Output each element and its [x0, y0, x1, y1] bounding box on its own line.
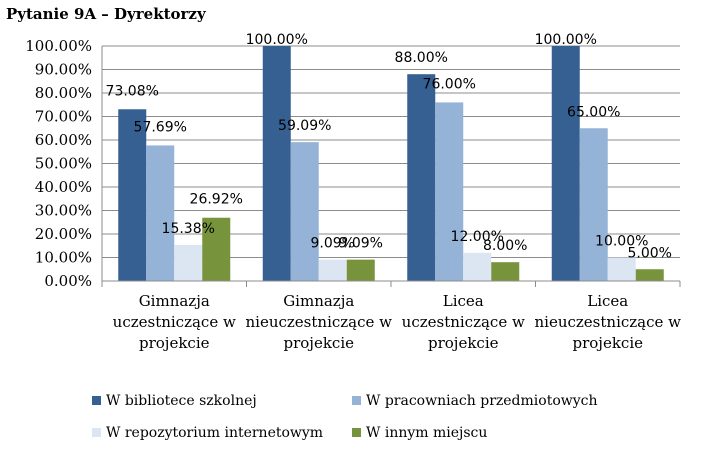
legend-label: W pracowniach przedmiotowych	[366, 393, 598, 409]
x-category-label: Gimnazja	[283, 292, 354, 310]
legend: W bibliotece szkolnej W pracowniach przed…	[92, 393, 598, 441]
bar	[290, 142, 319, 281]
data-label: 73.08%	[106, 83, 159, 99]
data-label: 10.00%	[595, 234, 648, 250]
bar	[579, 128, 608, 281]
x-category-label: Gimnazja	[139, 292, 210, 310]
legend-label: W innym miejscu	[366, 425, 487, 441]
bar	[407, 74, 436, 281]
bar	[635, 269, 664, 281]
y-tick-label: 70.00%	[35, 108, 92, 126]
x-category-label: uczestniczące w	[402, 313, 525, 331]
legend-swatch	[92, 428, 101, 437]
y-tick-label: 80.00%	[35, 84, 92, 102]
bar	[202, 217, 231, 281]
y-tick-label: 0.00%	[44, 272, 92, 290]
legend-label: W bibliotece szkolnej	[106, 393, 257, 409]
legend-swatch	[352, 396, 361, 405]
data-label: 12.00%	[451, 229, 504, 245]
data-label: 76.00%	[423, 76, 476, 92]
y-tick-label: 50.00%	[35, 155, 92, 173]
y-tick-label: 100.00%	[25, 37, 92, 55]
legend-label: W repozytorium internetowym	[106, 425, 323, 441]
bar	[551, 46, 580, 281]
bar	[607, 257, 636, 281]
y-tick-label: 90.00%	[35, 61, 92, 79]
x-category-label: projekcie	[573, 334, 644, 352]
y-axis: 0.00% 10.00% 20.00% 30.00% 40.00% 50.00% 60.00…	[25, 37, 103, 290]
x-category-label: uczestniczące w	[113, 313, 236, 331]
x-category-label: Licea	[443, 292, 484, 310]
x-category-label: nieuczestniczące w	[535, 313, 682, 331]
data-label: 8.00%	[483, 238, 527, 254]
legend-swatch	[352, 428, 361, 437]
data-label: 100.00%	[535, 32, 597, 48]
data-label: 88.00%	[395, 50, 448, 66]
y-tick-label: 20.00%	[35, 225, 92, 243]
y-tick-label: 10.00%	[35, 249, 92, 267]
data-labels: 73.08% 57.69% 15.38% 26.92% 100.00% 59.09% 9.0…	[106, 32, 672, 261]
bar	[463, 252, 492, 281]
y-tick-label: 30.00%	[35, 202, 92, 220]
x-category-label: projekcie	[428, 334, 499, 352]
data-label: 59.09%	[278, 118, 331, 134]
bar	[262, 46, 291, 281]
data-label: 26.92%	[190, 192, 243, 208]
data-label: 100.00%	[246, 32, 308, 48]
x-category-label: projekcie	[139, 334, 210, 352]
x-category-label: nieuczestniczące w	[246, 313, 393, 331]
data-label: 65.00%	[567, 104, 620, 120]
y-tick-label: 40.00%	[35, 178, 92, 196]
y-tick-label: 60.00%	[35, 131, 92, 149]
bars	[118, 46, 664, 282]
bar	[146, 145, 175, 281]
data-label: 15.38%	[162, 221, 215, 237]
bar	[346, 259, 375, 281]
x-axis: Gimnazja uczestniczące w projekcie Gimnazja…	[101, 280, 682, 352]
legend-swatch	[92, 396, 101, 405]
x-category-label: Licea	[587, 292, 628, 310]
x-category-label: projekcie	[284, 334, 355, 352]
bar	[318, 259, 347, 281]
bar	[491, 262, 520, 281]
bar	[174, 244, 203, 281]
bar	[118, 109, 147, 282]
data-label: 5.00%	[628, 245, 672, 261]
bar	[435, 102, 464, 282]
data-label: 57.69%	[134, 119, 187, 135]
data-label: 9.09%	[311, 236, 355, 252]
chart-title: Pytanie 9A – Dyrektorzy	[6, 5, 207, 23]
data-label: 9.09%	[339, 236, 383, 252]
